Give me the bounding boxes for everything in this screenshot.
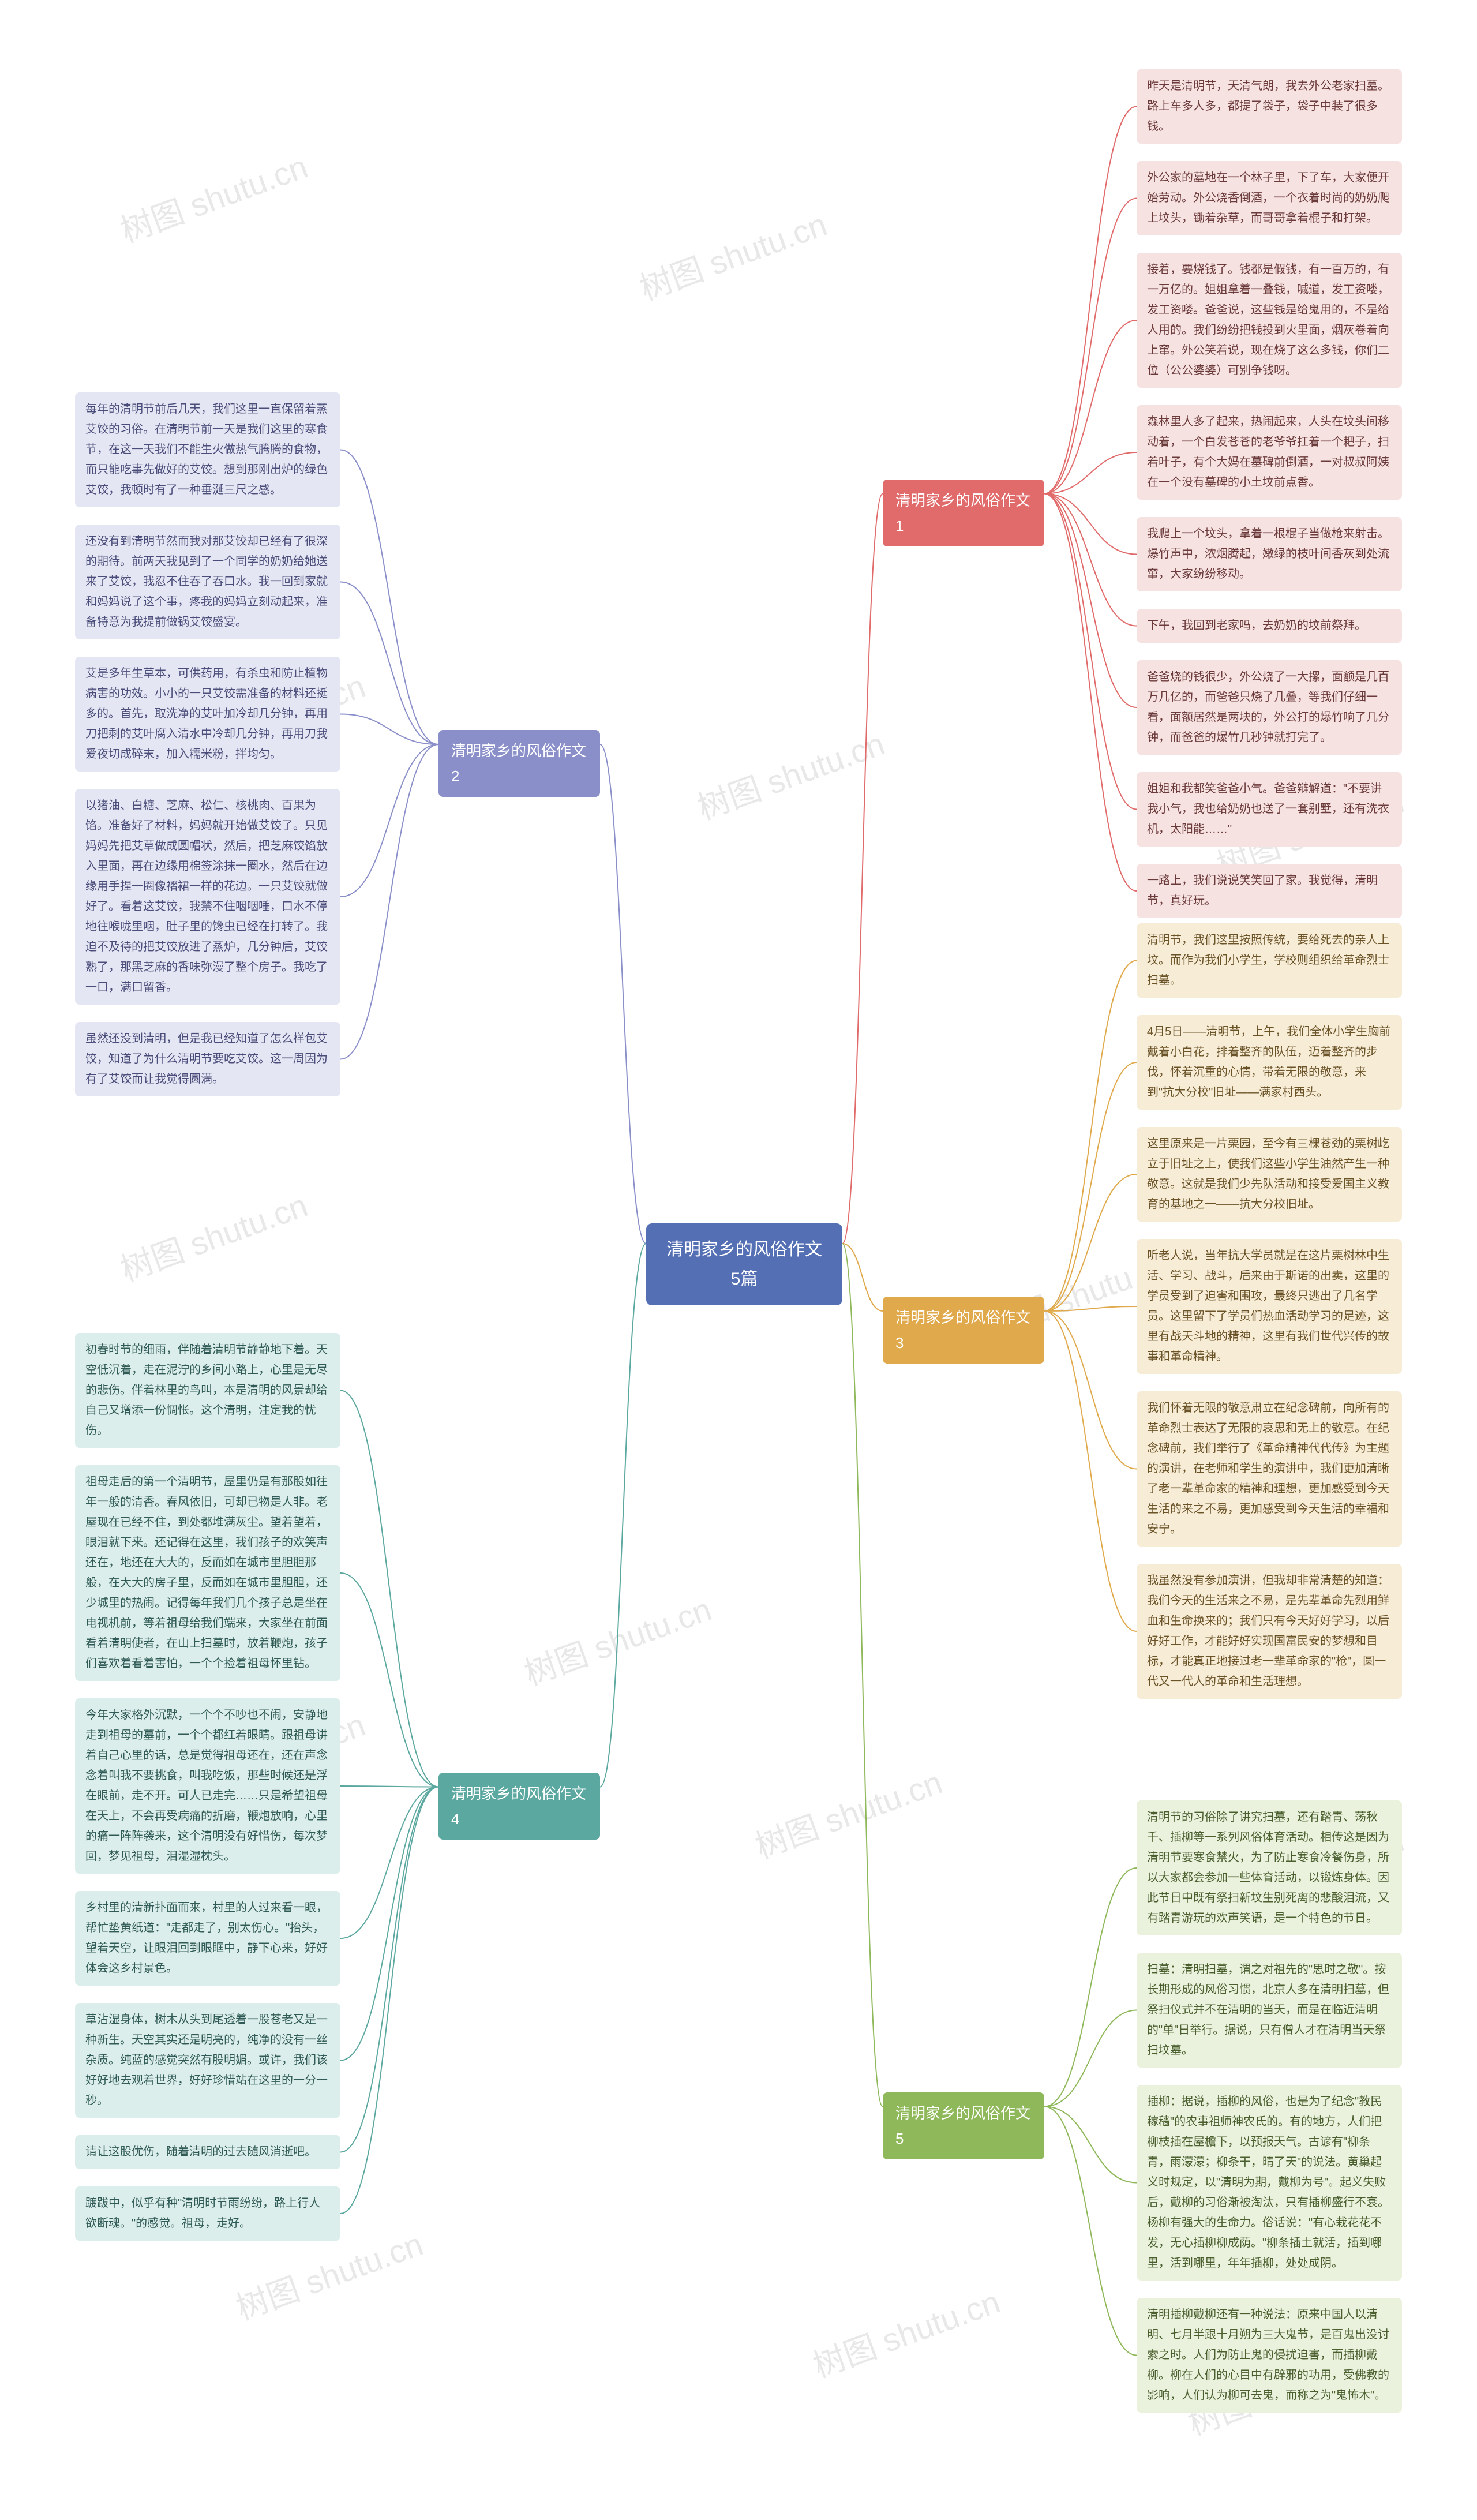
leaf-node[interactable]: 我们怀着无限的敬意肃立在纪念碑前，向所有的革命烈士表达了无限的哀思和无上的敬意。… <box>1137 1391 1402 1547</box>
leaf-node[interactable]: 这里原来是一片栗园，至今有三棵苍劲的栗树屹立于旧址之上，使我们这些小学生油然产生… <box>1137 1127 1402 1222</box>
leaf-node[interactable]: 扫墓：清明扫墓，谓之对祖先的"思时之敬"。按长期形成的风俗习惯，北京人多在清明扫… <box>1137 1953 1402 2068</box>
root-node[interactable]: 清明家乡的风俗作文5篇 <box>646 1223 842 1305</box>
leaf-node[interactable]: 爸爸烧的钱很少，外公烧了一大摞，面额是几百万几亿的，而爸爸只烧了几叠，等我们仔细… <box>1137 660 1402 755</box>
leaf-node[interactable]: 每年的清明节前后几天，我们这里一直保留着蒸艾饺的习俗。在清明节前一天是我们这里的… <box>75 392 340 507</box>
leaf-node[interactable]: 森林里人多了起来，热闹起来，人头在坟头间移动着，一个白发苍苍的老爷爷扛着一个耙子… <box>1137 405 1402 500</box>
leaf-node[interactable]: 听老人说，当年抗大学员就是在这片栗树林中生活、学习、战斗，后来由于斯诺的出卖，这… <box>1137 1239 1402 1374</box>
leaf-node[interactable]: 以猪油、白糖、芝麻、松仁、核桃肉、百果为馅。准备好了材料，妈妈就开始做艾饺了。只… <box>75 789 340 1005</box>
branch-node[interactable]: 清明家乡的风俗作文1 <box>883 480 1044 546</box>
branch-node[interactable]: 清明家乡的风俗作文5 <box>883 2092 1044 2159</box>
leaf-node[interactable]: 还没有到清明节然而我对那艾饺却已经有了很深的期待。前两天我见到了一个同学的奶奶给… <box>75 525 340 639</box>
branch-node[interactable]: 清明家乡的风俗作文4 <box>438 1773 600 1840</box>
leaf-node[interactable]: 清明插柳戴柳还有一种说法：原来中国人以清明、七月半跟十月朔为三大鬼节，是百鬼出没… <box>1137 2298 1402 2413</box>
leaf-node[interactable]: 初春时节的细雨，伴随着清明节静静地下着。天空低沉着，走在泥泞的乡间小路上，心里是… <box>75 1333 340 1448</box>
leaf-node[interactable]: 我虽然没有参加演讲，但我却非常清楚的知道：我们今天的生活来之不易，是先辈革命先烈… <box>1137 1564 1402 1699</box>
leaf-node[interactable]: 我爬上一个坟头，拿着一根棍子当做枪来射击。爆竹声中，浓烟腾起，嫩绿的枝叶间香灰到… <box>1137 517 1402 591</box>
leaf-node[interactable]: 虽然还没到清明，但是我已经知道了怎么样包艾饺，知道了为什么清明节要吃艾饺。这一周… <box>75 1022 340 1096</box>
branch-node[interactable]: 清明家乡的风俗作文3 <box>883 1297 1044 1364</box>
branch-node[interactable]: 清明家乡的风俗作文2 <box>438 730 600 797</box>
leaf-node[interactable]: 下午，我回到老家吗，去奶奶的坟前祭拜。 <box>1137 609 1402 643</box>
leaf-node[interactable]: 艾是多年生草本，可供药用，有杀虫和防止植物病害的功效。小小的一只艾饺需准备的材料… <box>75 657 340 772</box>
leaf-node[interactable]: 祖母走后的第一个清明节，屋里仍是有那股如往年一般的清香。春风依旧，可却已物是人非… <box>75 1465 340 1681</box>
leaf-node[interactable]: 昨天是清明节，天清气朗，我去外公老家扫墓。路上车多人多，都提了袋子，袋子中装了很… <box>1137 69 1402 144</box>
leaf-node[interactable]: 清明节，我们这里按照传统，要给死去的亲人上坟。而作为我们小学生，学校则组织给革命… <box>1137 923 1402 998</box>
leaf-node[interactable]: 请让这股优伤，随着清明的过去随风消逝吧。 <box>75 2135 340 2169</box>
leaf-node[interactable]: 一路上，我们说说笑笑回了家。我觉得，清明节，真好玩。 <box>1137 864 1402 918</box>
leaf-node[interactable]: 接着，要烧钱了。钱都是假钱，有一百万的，有一万亿的。姐姐拿着一叠钱，喊道，发工资… <box>1137 253 1402 388</box>
leaf-node[interactable]: 插柳：据说，插柳的风俗，也是为了纪念"教民稼穑"的农事祖师神农氏的。有的地方，人… <box>1137 2085 1402 2281</box>
leaf-node[interactable]: 今年大家格外沉默，一个个不吵也不闹，安静地走到祖母的墓前，一个个都红着眼睛。跟祖… <box>75 1698 340 1874</box>
leaf-node[interactable]: 乡村里的清新扑面而来，村里的人过来看一眼，帮忙垫黄纸道："走都走了，别太伤心。"… <box>75 1891 340 1986</box>
leaf-node[interactable]: 清明节的习俗除了讲究扫墓，还有踏青、荡秋千、插柳等一系列风俗体育活动。相传这是因… <box>1137 1800 1402 1935</box>
leaf-node[interactable]: 姐姐和我都笑爸爸小气。爸爸辩解道："不要讲我小气，我也给奶奶也送了一套别墅，还有… <box>1137 772 1402 847</box>
mindmap-canvas: 清明家乡的风俗作文5篇 昨天是清明节，天清气朗，我去外公老家扫墓。路上车多人多，都… <box>0 0 1477 2520</box>
leaf-node[interactable]: 踱跋中，似乎有种"清明时节雨纷纷，路上行人欲断魂。"的感觉。祖母，走好。 <box>75 2186 340 2241</box>
leaf-node[interactable]: 草沾湿身体，树木从头到尾透着一股苍老又是一种新生。天空其实还是明亮的，纯净的没有… <box>75 2003 340 2118</box>
leaf-node[interactable]: 外公家的墓地在一个林子里，下了车，大家便开始劳动。外公烧香倒酒，一个衣着时尚的奶… <box>1137 161 1402 235</box>
leaf-node[interactable]: 4月5日——清明节，上午，我们全体小学生胸前戴着小白花，排着整齐的队伍，迈着整齐… <box>1137 1015 1402 1110</box>
